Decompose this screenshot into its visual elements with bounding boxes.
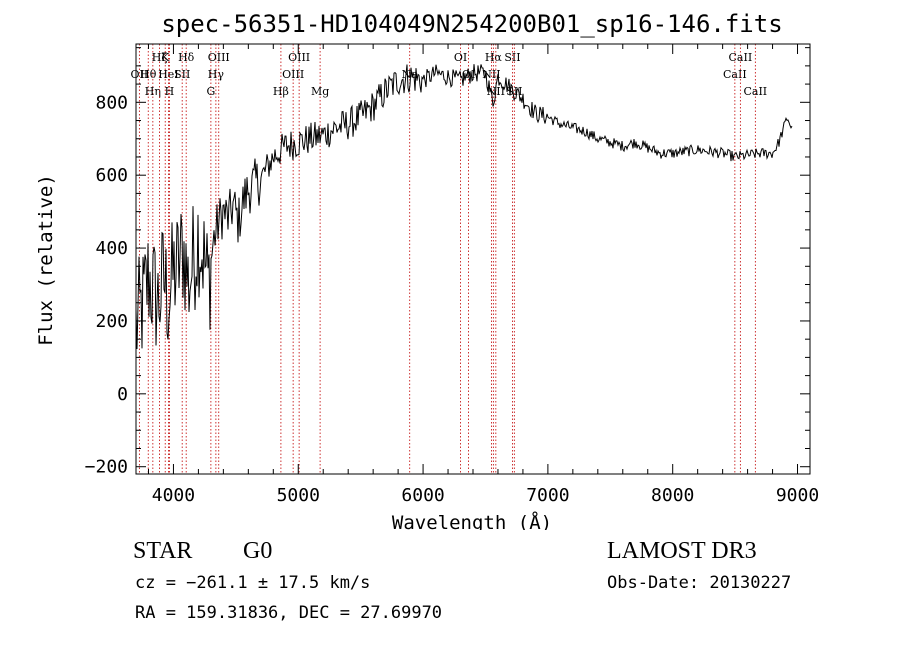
line-label-4: K	[161, 51, 170, 64]
y-tick-label: 800	[95, 92, 128, 113]
line-label-8: Hδ	[178, 51, 195, 64]
spectrum-line-0	[135, 64, 793, 350]
line-label-5: HeI	[158, 68, 178, 81]
line-label-22: SII	[504, 51, 520, 64]
x-tick-label: 6000	[401, 485, 444, 506]
x-axis-label: Wavelength (Å)	[392, 511, 552, 530]
y-tick-label: 200	[95, 311, 128, 332]
y-tick-label: 600	[95, 165, 128, 186]
line-label-20: Hα	[485, 51, 503, 64]
x-tick-label: 4000	[152, 485, 195, 506]
x-tick-label: 8000	[651, 485, 694, 506]
line-label-14: OIII	[288, 51, 310, 64]
x-tick-label: 9000	[776, 485, 819, 506]
y-axis: −200 0 200 400 600 800	[85, 47, 810, 478]
line-label-9: G	[206, 85, 215, 98]
ra-dec-coordinates: RA = 159.31836, DEC = 27.69970	[135, 603, 443, 623]
line-label-17: OI	[454, 51, 467, 64]
object-type: STAR	[133, 538, 193, 564]
line-label-3: Hζ	[152, 51, 168, 64]
line-label-2: Hη	[145, 85, 161, 98]
redshift-value: cz = −261.1 ± 17.5 km/s	[135, 573, 371, 593]
object-subclass: G0	[243, 538, 273, 564]
survey-name: LAMOST DR3	[607, 538, 757, 564]
chart-title: spec-56351-HD104049N254200B01_sp16-146.f…	[161, 10, 782, 38]
line-label-26: CaII	[743, 85, 767, 98]
plot-frame	[135, 43, 811, 475]
line-label-11: OIII	[208, 51, 230, 64]
line-label-6: H	[165, 85, 175, 98]
spectrum-chart: spec-56351-HD104049N254200B01_sp16-146.f…	[35, 10, 819, 530]
x-axis: 4000 5000 6000 7000 8000 9000	[147, 44, 819, 506]
y-tick-label: −200	[85, 457, 128, 478]
y-axis-label: Flux (relative)	[35, 174, 57, 346]
line-label-7: SII	[174, 68, 190, 81]
line-label-1: Hθ	[140, 68, 157, 81]
line-label-12: Hβ	[273, 85, 289, 98]
line-label-15: Mg	[311, 85, 329, 98]
line-label-0: OII	[131, 68, 149, 81]
emission-line-markers: OIIHθHηHζKHeIHSIIHδGHγOIIIHβOIIIOIIIMgNa…	[131, 44, 767, 474]
line-label-13: OIII	[282, 68, 304, 81]
x-tick-label: 7000	[526, 485, 569, 506]
y-tick-label: 0	[117, 384, 128, 405]
observation-date: Obs-Date: 20130227	[607, 573, 792, 593]
line-label-24: CaII	[723, 68, 747, 81]
line-label-23: SII	[506, 85, 522, 98]
y-tick-label: 400	[95, 238, 128, 259]
line-label-25: CaII	[729, 51, 753, 64]
line-label-10: Hγ	[208, 68, 225, 81]
x-tick-label: 5000	[277, 485, 320, 506]
spectrum-series	[135, 64, 793, 350]
